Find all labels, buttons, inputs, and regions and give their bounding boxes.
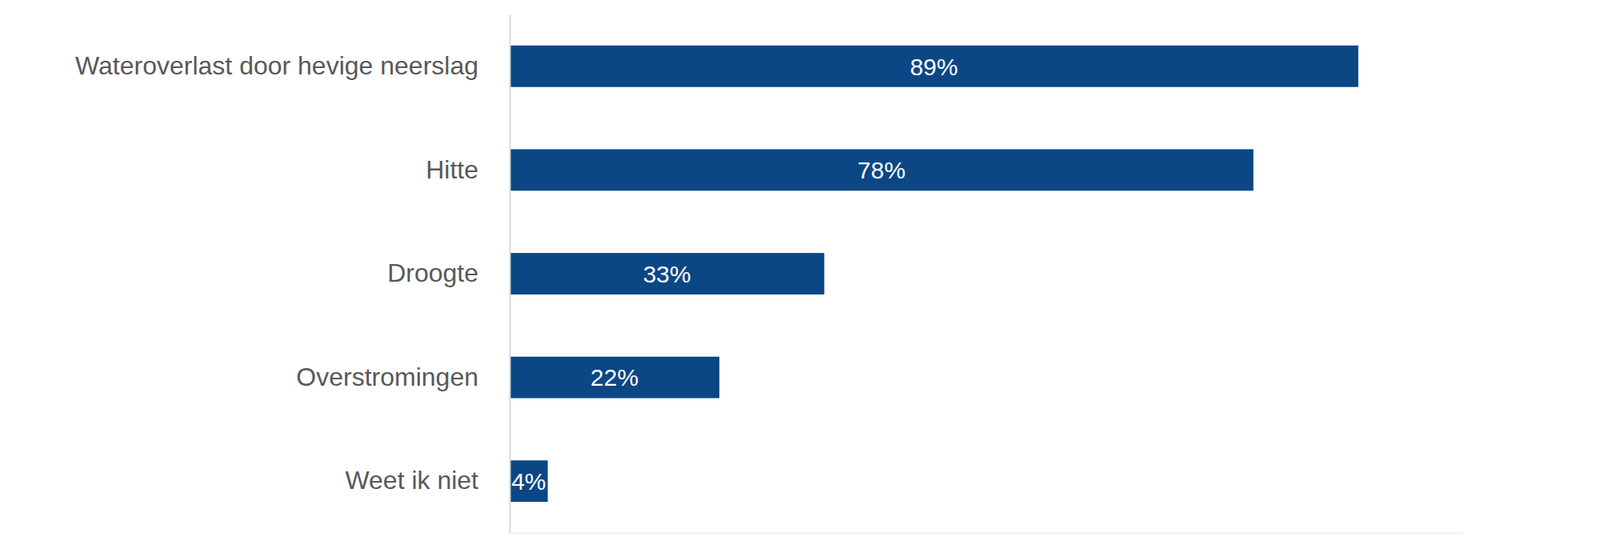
tick: Hitte xyxy=(425,155,510,184)
chart: Wateroverlast door hevige neerslag Hitte D… xyxy=(0,0,1600,549)
bar xyxy=(509,45,1359,88)
tick: Weet ik niet xyxy=(344,465,510,495)
category-label: Overstromingen xyxy=(296,362,479,392)
y-axis: Wateroverlast door hevige neerslag Hitte D… xyxy=(75,15,510,534)
data-label: 4% xyxy=(511,468,546,495)
data-labels: 89% 78% 33% 22% 4% xyxy=(511,53,958,495)
category-label: Droogte xyxy=(387,258,479,288)
x-axis-line xyxy=(509,532,1464,534)
tick: Overstromingen xyxy=(296,362,510,392)
tick: Wateroverlast door hevige neerslag xyxy=(75,51,510,80)
bar xyxy=(509,252,824,295)
data-label: 78% xyxy=(857,156,906,184)
data-label: 22% xyxy=(590,364,639,391)
bars xyxy=(509,45,1359,502)
bar xyxy=(509,460,548,502)
category-label: Weet ik niet xyxy=(344,465,479,495)
data-label: 89% xyxy=(909,53,958,80)
bar xyxy=(509,148,1254,191)
category-label: Hitte xyxy=(425,155,479,184)
category-label: Wateroverlast door hevige neerslag xyxy=(75,51,479,80)
y-axis-line xyxy=(509,15,512,534)
bar xyxy=(509,356,720,399)
data-label: 33% xyxy=(643,260,692,288)
tick: Droogte xyxy=(387,258,510,288)
